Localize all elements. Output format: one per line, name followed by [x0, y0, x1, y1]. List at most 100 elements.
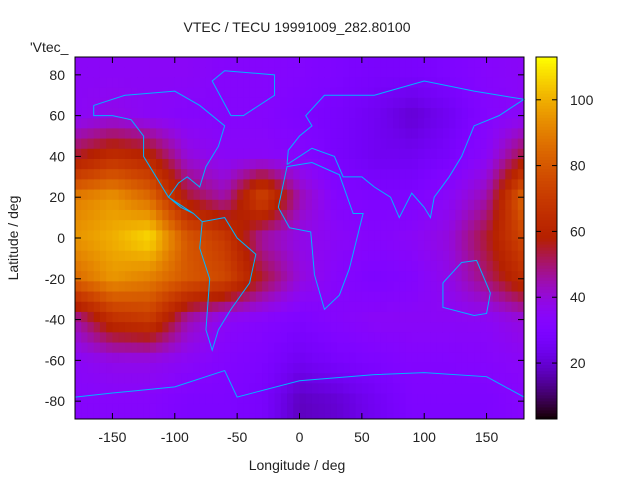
heatmap-cell [149, 281, 157, 293]
heatmap-cell [156, 362, 163, 374]
heatmap-cell [112, 342, 120, 354]
heatmap-cell [280, 403, 288, 415]
heatmap-cell [355, 403, 363, 415]
colorbar-segment [536, 189, 557, 194]
heatmap-cell [399, 260, 407, 272]
heatmap-cell [87, 291, 95, 303]
heatmap-cell [237, 352, 244, 364]
heatmap-cell [143, 311, 151, 323]
heatmap-cell [380, 240, 388, 252]
colorbar-segment [536, 238, 557, 242]
heatmap-cell [305, 393, 313, 405]
heatmap-cell [181, 118, 188, 129]
heatmap-cell [505, 77, 513, 89]
heatmap-cell [455, 362, 463, 374]
heatmap-cell [399, 271, 407, 282]
heatmap-cell [293, 271, 300, 282]
heatmap-cell [131, 230, 138, 242]
heatmap-cell [430, 148, 438, 160]
heatmap-cell [112, 87, 120, 99]
heatmap-cell [380, 250, 388, 262]
heatmap-cell [187, 138, 194, 150]
heatmap-cell [212, 148, 219, 160]
heatmap-cell [205, 250, 213, 262]
heatmap-cell [480, 230, 488, 242]
heatmap-cell [280, 138, 288, 150]
heatmap-cell [399, 240, 407, 252]
heatmap-cell [330, 230, 338, 242]
heatmap-cell [131, 189, 138, 201]
heatmap-cell [380, 77, 388, 89]
heatmap-cell [399, 301, 407, 313]
heatmap-cell [262, 301, 269, 313]
heatmap-cell [143, 362, 151, 374]
heatmap-cell [218, 138, 226, 150]
colorbar-segment [536, 111, 557, 115]
heatmap-cell [349, 362, 357, 374]
heatmap-cell [193, 77, 201, 89]
heatmap-cell [268, 373, 276, 384]
heatmap-cell [305, 230, 313, 242]
colorbar-segment [536, 391, 557, 396]
heatmap-cell [143, 199, 151, 211]
heatmap-cell [262, 128, 269, 140]
heatmap-cell [311, 403, 319, 415]
heatmap-cell [411, 199, 419, 211]
heatmap-cell [81, 118, 88, 129]
heatmap-cell [505, 271, 513, 282]
heatmap-cell [293, 352, 300, 364]
heatmap-cell [511, 240, 519, 252]
heatmap-cell [467, 209, 475, 221]
heatmap-cell [93, 393, 101, 405]
heatmap-cell [137, 57, 145, 68]
heatmap-cell [174, 67, 182, 78]
heatmap-cell [268, 169, 276, 180]
heatmap-cell [249, 97, 257, 109]
heatmap-cell [386, 189, 394, 201]
heatmap-cell [355, 169, 363, 180]
heatmap-cell [249, 189, 257, 201]
heatmap-cell [75, 107, 82, 119]
heatmap-cell [368, 332, 375, 344]
heatmap-cell [436, 138, 444, 150]
heatmap-cell [355, 87, 363, 99]
heatmap-cell [181, 301, 188, 313]
heatmap-cell [461, 413, 469, 420]
colorbar-segment [536, 310, 557, 314]
heatmap-cell [131, 393, 138, 405]
heatmap-cell [374, 250, 382, 262]
heatmap-cell [199, 179, 207, 191]
heatmap-cell [237, 189, 244, 201]
heatmap-cell [517, 362, 525, 374]
heatmap-cell [474, 271, 481, 282]
heatmap-cell [149, 240, 157, 252]
heatmap-cell [361, 138, 369, 150]
heatmap-cell [143, 67, 151, 78]
heatmap-cell [106, 220, 113, 231]
heatmap-cell [255, 87, 263, 99]
heatmap-cell [287, 97, 294, 109]
heatmap-cell [467, 413, 475, 420]
heatmap-cell [368, 199, 375, 211]
heatmap-cell [287, 342, 294, 354]
heatmap-cell [280, 179, 288, 191]
heatmap-cell [181, 373, 188, 384]
heatmap-cell [299, 413, 307, 420]
heatmap-cell [99, 393, 107, 405]
heatmap-cell [75, 67, 82, 78]
heatmap-cell [480, 250, 488, 262]
heatmap-cell [212, 97, 219, 109]
heatmap-cell [305, 128, 313, 140]
heatmap-cell [343, 362, 350, 374]
heatmap-cell [436, 260, 444, 272]
heatmap-cell [318, 403, 325, 415]
heatmap-cell [368, 301, 375, 313]
heatmap-cell [467, 342, 475, 354]
heatmap-cell [386, 138, 394, 150]
heatmap-cell [181, 230, 188, 242]
heatmap-cell [499, 199, 506, 211]
heatmap-cell [343, 158, 350, 170]
heatmap-cell [149, 342, 157, 354]
heatmap-cell [93, 281, 101, 293]
heatmap-cell [193, 373, 201, 384]
